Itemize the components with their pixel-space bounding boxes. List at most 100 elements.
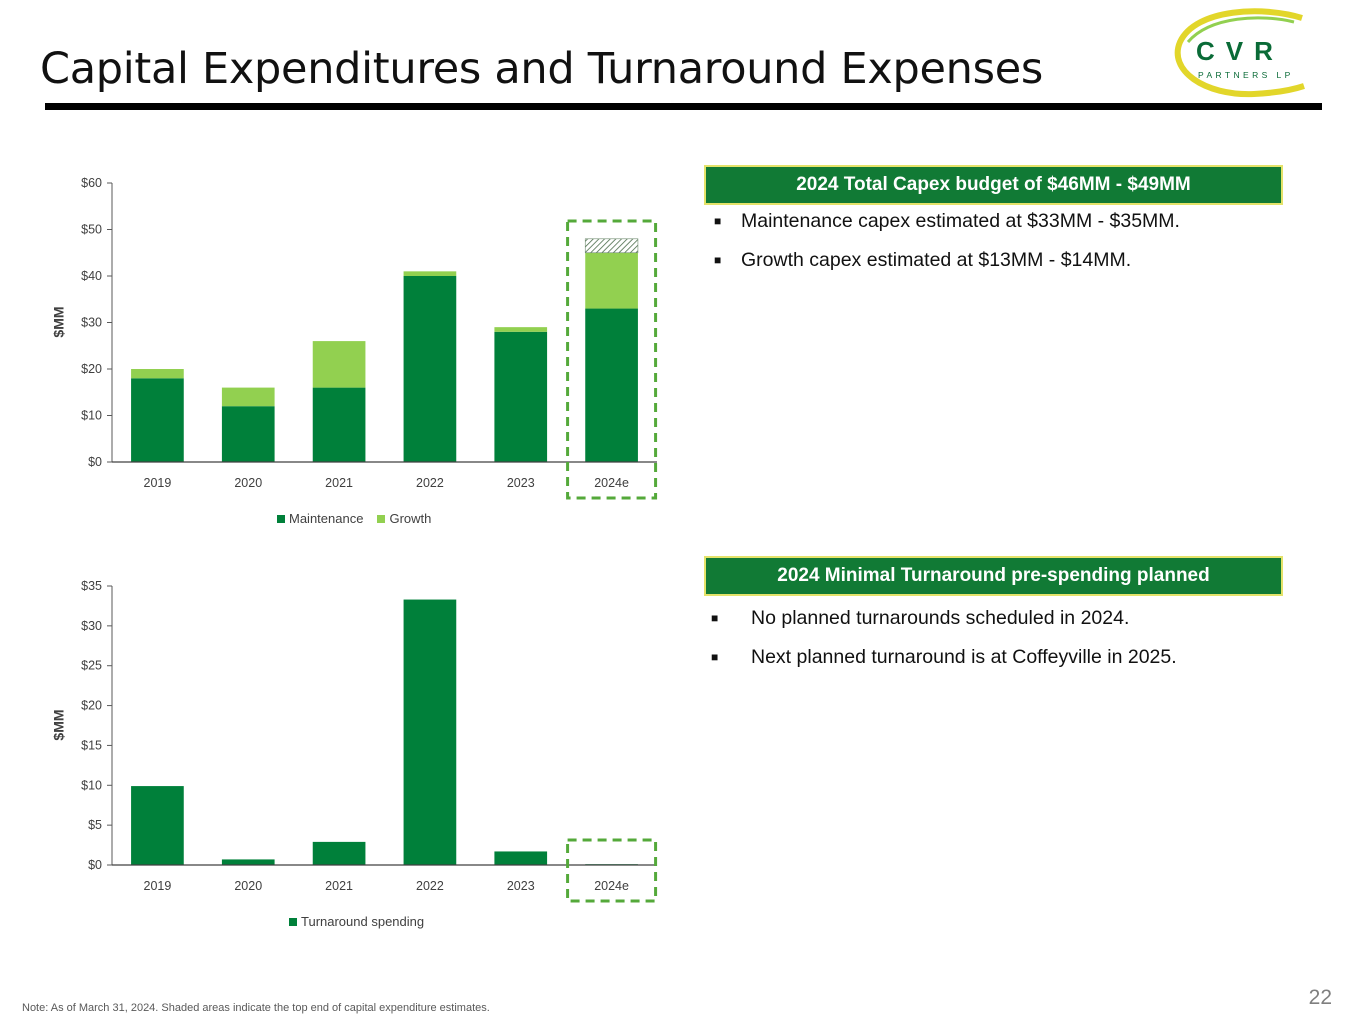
bar-growth — [403, 271, 457, 276]
bar-maintenance — [494, 331, 548, 462]
x-tick-label: 2019 — [144, 476, 172, 490]
y-tick: $35 — [81, 579, 102, 593]
list-item: ■ Maintenance capex estimated at $33MM - … — [714, 209, 1180, 248]
cvr-logo-mark: CVR PARTNERS LP — [1174, 8, 1305, 98]
x-tick-label: 2023 — [507, 879, 535, 893]
bar-maintenance — [585, 308, 638, 462]
y-tick-label: $25 — [81, 659, 102, 673]
bullet-text: Maintenance capex estimated at $33MM - $… — [741, 210, 1180, 232]
legend-label-maintenance: Maintenance — [289, 511, 364, 526]
bullet-text: No planned turnarounds scheduled in 2024… — [751, 607, 1130, 629]
y-tick: $10 — [81, 778, 102, 792]
y-tick: $15 — [81, 738, 102, 752]
y-tick-label: $0 — [88, 858, 102, 872]
legend-item-growth: Growth — [377, 511, 431, 526]
x-tick: 2019 — [144, 879, 172, 893]
capex-chart: $0 $10 $20 $30 $40 $50 $60 2019 2020 2021 2022 2023… — [0, 0, 700, 540]
bar-growth — [585, 252, 638, 309]
y-tick: $50 — [81, 223, 102, 237]
capex-bullet-list: ■ Maintenance capex estimated at $33MM - … — [714, 209, 1180, 287]
y-tick: $5 — [88, 818, 102, 832]
y-tick: $20 — [81, 362, 102, 376]
y-tick-label: $40 — [81, 269, 102, 283]
turnaround-chart-ylabel: $MM — [50, 709, 67, 741]
y-tick: $25 — [81, 659, 102, 673]
capex-chart-legend: Maintenance Growth — [277, 511, 431, 526]
x-tick: 2020 — [234, 476, 262, 490]
turnaround-chart: $0 $5 $10 $15 $20 $25 $30 $35 2019 2020 2021 2022 20… — [0, 0, 700, 940]
legend-item-turnaround: Turnaround spending — [289, 914, 424, 929]
bar-turnaround-spending — [221, 859, 275, 865]
y-tick: $60 — [81, 176, 102, 190]
y-tick-label: $30 — [81, 619, 102, 633]
turnaround-bullet-list: ■ No planned turnarounds scheduled in 202… — [711, 606, 1177, 684]
bar-turnaround-spending — [312, 841, 366, 865]
turnaround-chart-svg: $0 $5 $10 $15 $20 $25 $30 $35 2019 2020 2021 2022 20… — [81, 579, 658, 903]
bar-turnaround-spending — [131, 786, 184, 865]
svg-text:CVR: CVR — [1196, 36, 1284, 66]
bar-maintenance — [403, 276, 457, 462]
highlight-box — [566, 219, 658, 500]
y-tick: $20 — [81, 699, 102, 713]
y-tick-label: $15 — [81, 738, 102, 752]
bullet-square-icon: ■ — [714, 253, 722, 267]
y-tick-label: $35 — [81, 579, 102, 593]
bullet-text: Next planned turnaround is at Coffeyvill… — [751, 646, 1177, 668]
x-tick-label: 2024e — [594, 879, 629, 893]
y-tick: $30 — [81, 619, 102, 633]
bullet-text: Growth capex estimated at $13MM - $14MM. — [741, 249, 1132, 271]
x-tick-label: 2021 — [325, 476, 353, 490]
bar-growth — [131, 369, 184, 379]
bullet-square-icon: ■ — [714, 214, 722, 228]
legend-swatch-maintenance — [277, 514, 285, 523]
bar-growth — [221, 387, 275, 407]
bar-growth — [494, 327, 548, 332]
y-tick: $0 — [88, 455, 102, 469]
bar-turnaround-spending — [403, 599, 457, 865]
legend-swatch-growth — [377, 514, 386, 523]
x-tick-label: 2021 — [325, 879, 353, 893]
x-tick-label: 2020 — [234, 879, 262, 893]
legend-label-turnaround: Turnaround spending — [301, 914, 425, 929]
y-tick-label: $5 — [88, 818, 102, 832]
y-tick: $0 — [88, 858, 102, 872]
y-tick-label: $60 — [81, 176, 102, 190]
x-tick-label: 2022 — [416, 476, 444, 490]
legend-item-maintenance: Maintenance — [277, 511, 363, 526]
x-tick: 2022 — [416, 476, 444, 490]
svg-text:PARTNERS LP: PARTNERS LP — [1198, 70, 1294, 80]
bar-maintenance — [312, 387, 366, 462]
x-tick: 2024e — [594, 879, 629, 893]
list-item: ■ Growth capex estimated at $13MM - $14MM… — [714, 248, 1180, 287]
footnote: Note: As of March 31, 2024. Shaded areas… — [22, 1002, 490, 1014]
capex-chart-svg: $0 $10 $20 $30 $40 $50 $60 2019 2020 2021 2022 2023… — [81, 176, 658, 500]
list-item: ■ No planned turnarounds scheduled in 202… — [711, 606, 1177, 645]
bullet-square-icon: ■ — [711, 611, 719, 625]
bar-shaded-top-end — [584, 238, 639, 254]
y-tick: $10 — [81, 409, 102, 423]
x-tick-label: 2019 — [144, 879, 172, 893]
x-tick-label: 2024e — [594, 476, 629, 490]
legend-swatch-turnaround — [289, 917, 297, 926]
page-title: Capital Expenditures and Turnaround Expe… — [40, 44, 1043, 94]
y-tick-label: $30 — [81, 316, 102, 330]
y-tick-label: $50 — [81, 223, 102, 237]
bar-turnaround-spending — [494, 851, 548, 865]
cvr-partners-logo: CVR PARTNERS LP — [1174, 8, 1322, 100]
x-tick-label: 2022 — [416, 879, 444, 893]
title-divider — [45, 103, 1322, 110]
bar-maintenance — [221, 406, 275, 462]
y-tick-label: $20 — [81, 699, 102, 713]
x-tick: 2021 — [325, 879, 353, 893]
x-tick: 2024e — [594, 476, 629, 490]
capex-banner: 2024 Total Capex budget of $46MM - $49MM — [704, 165, 1283, 205]
x-tick: 2021 — [325, 476, 353, 490]
x-tick-label: 2020 — [234, 476, 262, 490]
x-tick: 2022 — [416, 879, 444, 893]
bullet-square-icon: ■ — [711, 650, 719, 664]
y-tick-label: $0 — [88, 455, 102, 469]
bar-maintenance — [131, 378, 184, 462]
page-number: 22 — [1308, 986, 1332, 1009]
x-tick: 2020 — [234, 879, 262, 893]
bar-growth — [312, 341, 366, 388]
